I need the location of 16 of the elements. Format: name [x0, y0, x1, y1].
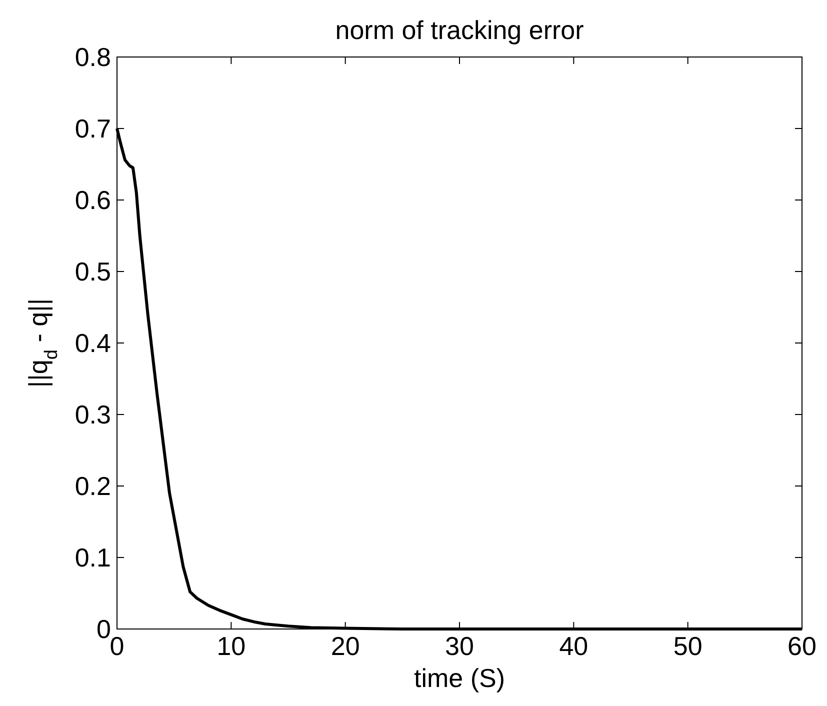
- y-tick-label: 0.8: [74, 42, 111, 72]
- x-tick-label: 30: [445, 631, 474, 661]
- y-tick-label: 0.7: [74, 114, 111, 144]
- y-tick-label: 0.5: [74, 256, 111, 287]
- y-tick-label: 0.3: [74, 400, 111, 430]
- x-tick-label: 60: [788, 631, 816, 661]
- x-tick-label: 50: [673, 631, 702, 661]
- y-tick-label: 0.2: [74, 471, 111, 502]
- x-tick-label: 10: [216, 631, 246, 661]
- y-tick-label: 0.4: [74, 328, 111, 358]
- x-axis-title: time (S): [414, 663, 505, 693]
- y-tick-label: 0.6: [74, 185, 111, 216]
- chart-title: norm of tracking error: [335, 15, 584, 45]
- x-tick-label: 40: [559, 631, 588, 661]
- y-tick-label: 0.1: [74, 542, 111, 573]
- x-tick-label: 20: [330, 631, 360, 661]
